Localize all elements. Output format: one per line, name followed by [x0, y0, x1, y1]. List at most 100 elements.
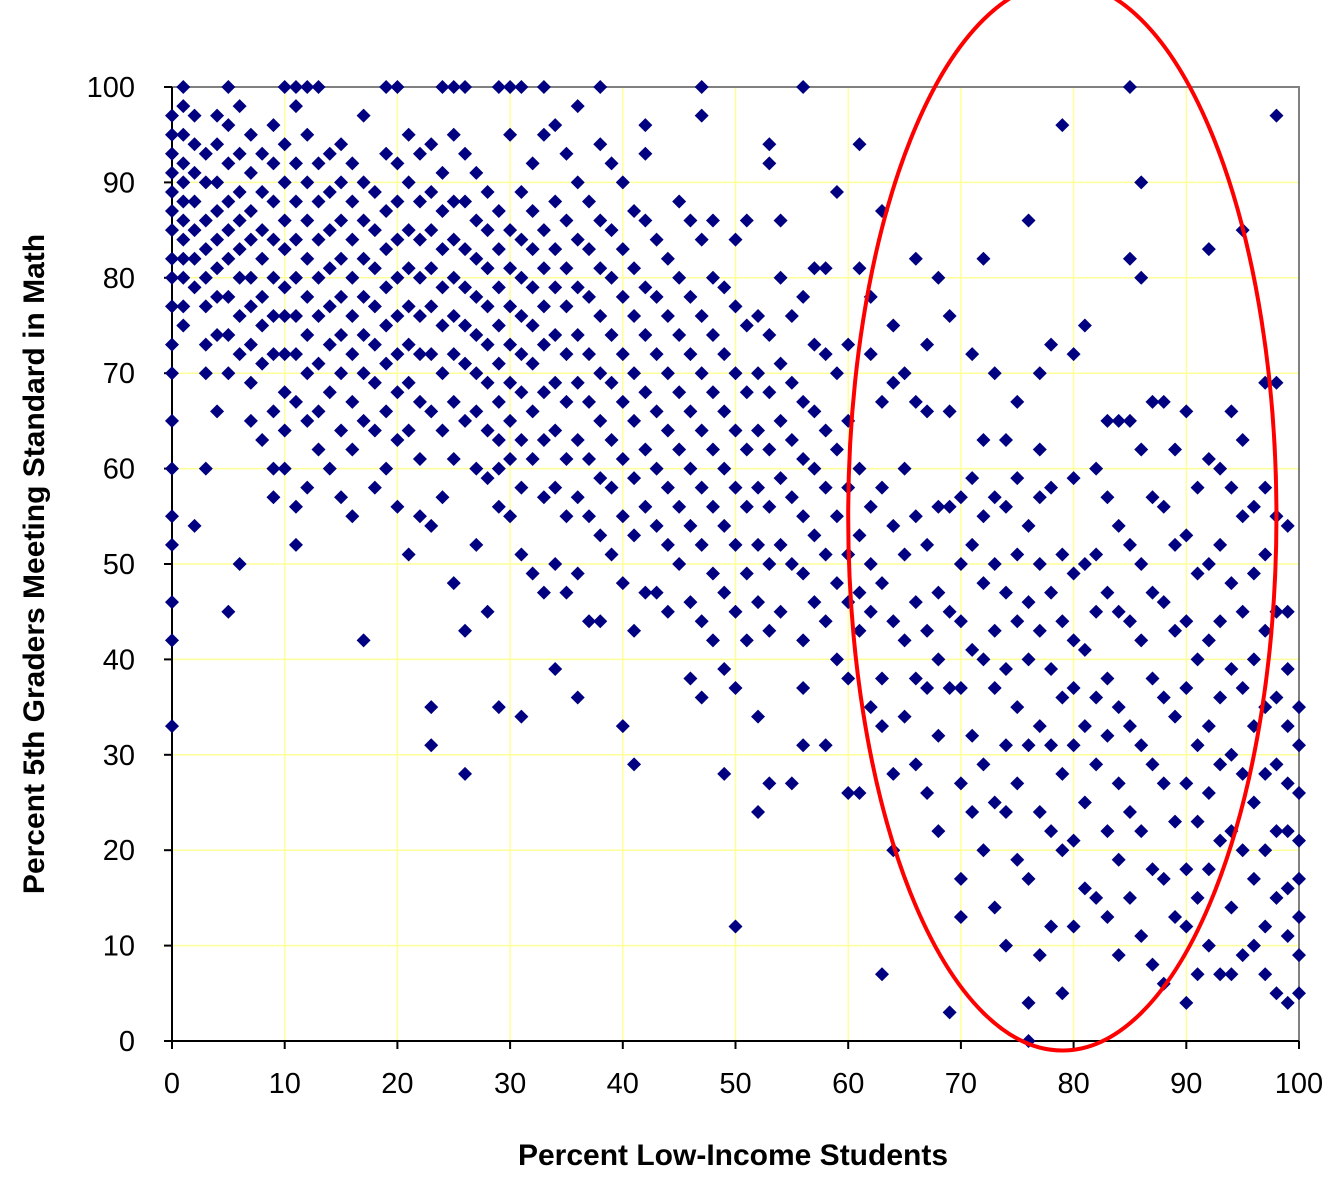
data-point [1032, 442, 1047, 457]
data-point [976, 251, 991, 266]
data-point [694, 366, 709, 381]
data-point [818, 480, 833, 495]
data-point [638, 328, 653, 343]
data-point [694, 614, 709, 629]
data-point [897, 547, 912, 562]
data-point [1021, 652, 1036, 667]
data-point [1032, 805, 1047, 820]
data-point [390, 432, 405, 447]
data-point [221, 289, 236, 304]
data-point [773, 356, 788, 371]
y-tick-label: 10 [103, 931, 135, 963]
data-point [829, 366, 844, 381]
data-point [1100, 824, 1115, 839]
data-point [300, 175, 315, 190]
data-point [1122, 614, 1137, 629]
data-point [525, 280, 540, 295]
data-point [1032, 719, 1047, 734]
data-point [288, 270, 303, 285]
data-point [998, 585, 1013, 600]
data-point [627, 261, 642, 276]
data-point [446, 232, 461, 247]
y-tick-label: 20 [103, 835, 135, 867]
data-point [965, 347, 980, 362]
data-point [300, 127, 315, 142]
data-point [491, 242, 506, 257]
data-point [198, 146, 213, 161]
data-point [649, 461, 664, 476]
data-point [841, 337, 856, 352]
data-point [604, 270, 619, 285]
data-point [1100, 413, 1115, 428]
data-point [412, 394, 427, 409]
data-point [221, 80, 236, 94]
data-point [176, 318, 191, 333]
data-point [165, 108, 179, 123]
data-point [1055, 118, 1070, 133]
data-point [852, 137, 867, 152]
data-point [367, 261, 382, 276]
data-point [920, 623, 935, 638]
data-point [615, 289, 630, 304]
data-point [1122, 719, 1137, 734]
data-points [165, 80, 1306, 1048]
data-point [458, 194, 473, 209]
data-point [412, 347, 427, 362]
data-point [796, 80, 811, 94]
data-point [390, 80, 405, 94]
data-point [1066, 919, 1081, 934]
data-point [694, 480, 709, 495]
data-point [503, 223, 518, 238]
data-point [435, 490, 450, 505]
data-point [536, 585, 551, 600]
data-point [1280, 661, 1295, 676]
data-point [548, 242, 563, 257]
data-point [593, 308, 608, 323]
data-point [221, 194, 236, 209]
data-point [536, 299, 551, 314]
data-point [435, 318, 450, 333]
data-point [728, 232, 743, 247]
data-point [965, 537, 980, 552]
data-point [739, 213, 754, 228]
data-point [334, 366, 349, 381]
y-tick-label: 90 [103, 167, 135, 199]
data-point [401, 127, 416, 142]
data-point [243, 165, 258, 180]
data-point [412, 308, 427, 323]
data-point [176, 299, 191, 314]
x-tick-label: 50 [719, 1068, 751, 1100]
data-point [300, 328, 315, 343]
data-point [334, 289, 349, 304]
data-point [1235, 948, 1250, 963]
data-point [1258, 919, 1273, 934]
data-point [1055, 547, 1070, 562]
data-point [424, 261, 439, 276]
data-point [694, 308, 709, 323]
data-point [660, 537, 675, 552]
data-point [1224, 900, 1239, 915]
data-point [424, 518, 439, 533]
data-point [581, 509, 596, 524]
data-point [762, 776, 777, 791]
data-point [165, 461, 179, 476]
data-point [288, 80, 303, 94]
data-point [998, 661, 1013, 676]
data-point [1269, 108, 1284, 123]
data-point [255, 251, 270, 266]
data-point [773, 270, 788, 285]
data-point [176, 99, 191, 114]
data-point [875, 480, 890, 495]
data-point [390, 194, 405, 209]
data-point [356, 366, 371, 381]
data-point [920, 337, 935, 352]
data-point [581, 394, 596, 409]
data-point [503, 261, 518, 276]
data-point [435, 80, 450, 94]
data-point [649, 289, 664, 304]
data-point [751, 308, 766, 323]
data-point [1044, 738, 1059, 753]
data-point [334, 328, 349, 343]
data-point [875, 671, 890, 686]
data-point [807, 261, 822, 276]
